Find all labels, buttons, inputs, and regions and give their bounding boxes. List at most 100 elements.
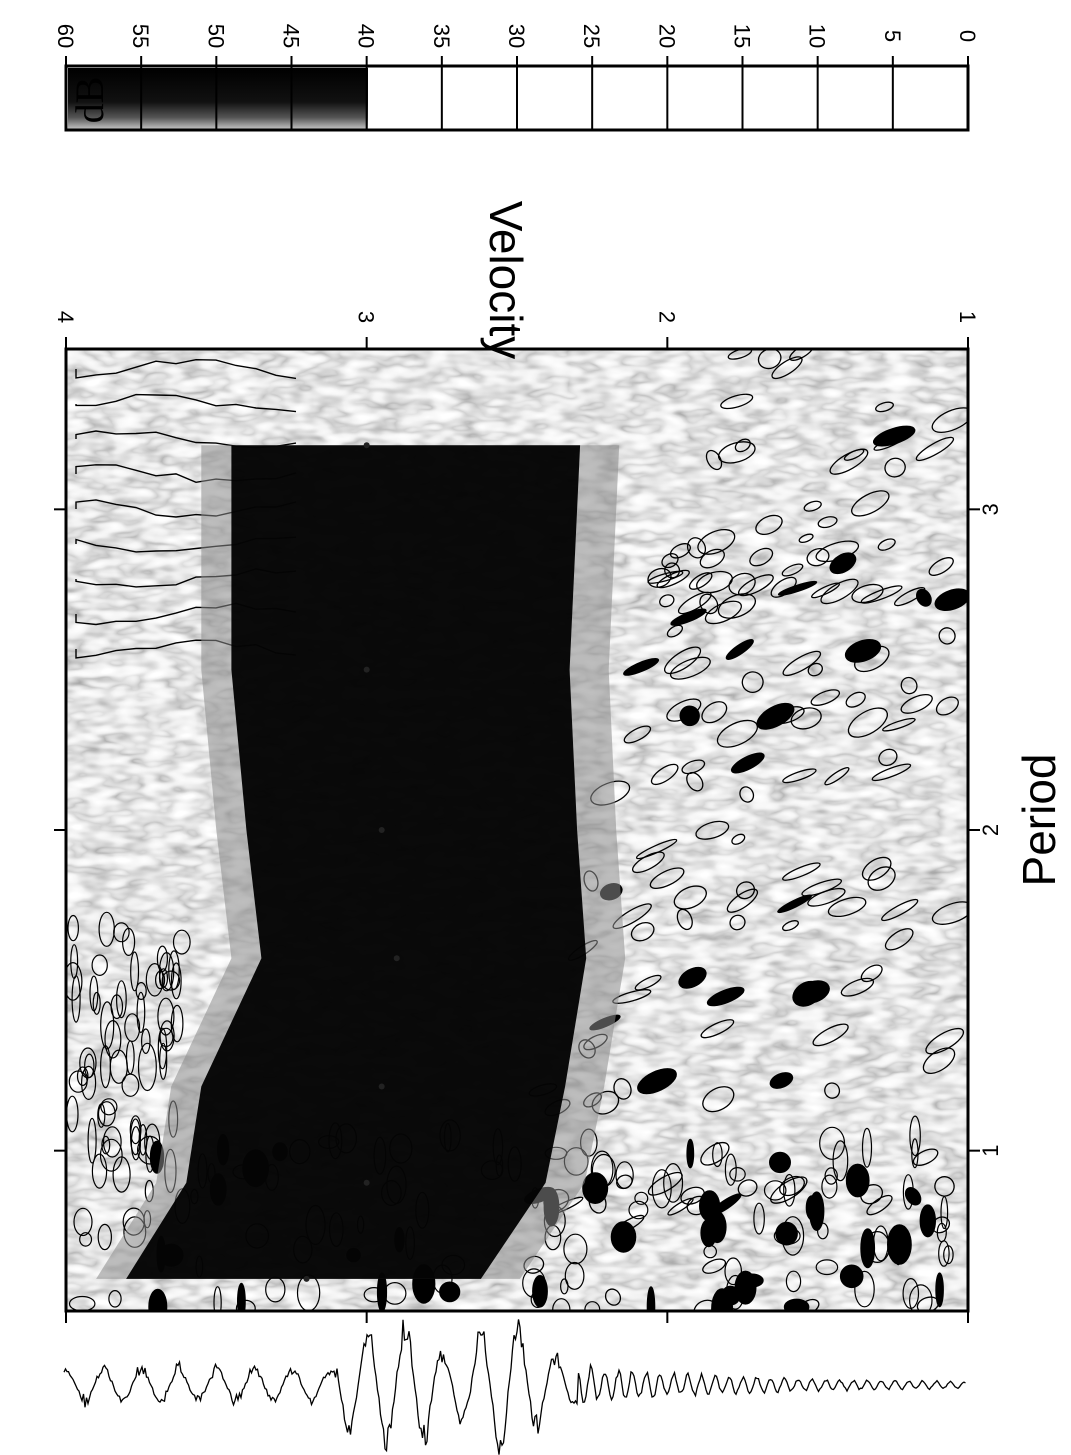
contour-loop bbox=[824, 1167, 838, 1185]
contour-loop bbox=[717, 441, 756, 464]
contour-loop bbox=[439, 1281, 461, 1303]
contour-loop bbox=[783, 1173, 796, 1207]
contour-loop bbox=[100, 1001, 115, 1050]
ridge-point bbox=[303, 1275, 310, 1282]
contour-loop bbox=[741, 671, 764, 693]
contour-loop bbox=[137, 1042, 157, 1092]
contour-loop bbox=[771, 706, 805, 725]
contour-loop bbox=[532, 1275, 548, 1308]
contour-loop bbox=[716, 719, 759, 748]
contour-loop bbox=[915, 436, 955, 462]
contour-loop bbox=[871, 763, 912, 782]
contour-loop bbox=[604, 1288, 622, 1306]
contour-loop bbox=[632, 851, 665, 874]
contour-loop bbox=[872, 425, 916, 447]
contour-loop bbox=[92, 991, 101, 1015]
contour-loop bbox=[867, 866, 896, 891]
contour-loop bbox=[809, 1191, 825, 1232]
contour-loop bbox=[806, 548, 830, 567]
contour-loop bbox=[916, 588, 932, 607]
contour-loop bbox=[925, 1027, 965, 1055]
contour-loop bbox=[811, 582, 840, 599]
contour-loop bbox=[912, 1148, 939, 1166]
contour-loop bbox=[785, 1270, 802, 1293]
contour-loop bbox=[663, 1162, 684, 1203]
contour-loop bbox=[717, 593, 757, 619]
contour-loop bbox=[157, 997, 175, 1036]
contour-loop bbox=[777, 894, 813, 914]
contour-loop bbox=[887, 1224, 912, 1265]
contour-loop bbox=[737, 1179, 758, 1197]
ridge-point bbox=[378, 827, 385, 833]
contour-loop bbox=[829, 448, 869, 475]
contour-loop bbox=[839, 1264, 864, 1289]
contour-loop bbox=[861, 856, 892, 881]
contour-loop bbox=[720, 393, 754, 410]
contour-loop bbox=[213, 1286, 222, 1311]
contour-loop bbox=[938, 1240, 950, 1267]
contour-loop bbox=[79, 1232, 93, 1247]
contour-loop bbox=[782, 650, 822, 677]
contour-loop bbox=[237, 1282, 246, 1311]
contour-loop bbox=[878, 748, 898, 767]
contour-loop bbox=[158, 1027, 174, 1048]
colorbar-tick-label: 5 bbox=[880, 30, 905, 42]
contour-loop bbox=[824, 766, 850, 786]
contour-loop bbox=[235, 1299, 256, 1311]
colorbar-tick-label: 60 bbox=[53, 24, 78, 48]
dispersion-energy-region bbox=[96, 445, 626, 1279]
colorbar-tick-label: 30 bbox=[504, 24, 529, 48]
colorbar-tick-label: 55 bbox=[128, 24, 153, 48]
period-tick-label: 3 bbox=[978, 503, 1003, 515]
contour-loop bbox=[664, 562, 681, 579]
contour-loop bbox=[935, 696, 959, 716]
contour-loop bbox=[66, 962, 83, 1001]
colorbar-tick-label: 25 bbox=[579, 24, 604, 48]
contour-loop bbox=[872, 1225, 889, 1262]
contour-loop bbox=[844, 639, 882, 663]
waveform-trace bbox=[63, 1319, 966, 1455]
contour-loop bbox=[798, 533, 814, 544]
colorbar-tick-label: 50 bbox=[203, 24, 228, 48]
contour-loop bbox=[530, 1290, 545, 1308]
contour-loop bbox=[582, 1172, 609, 1204]
contour-loop bbox=[145, 1135, 155, 1173]
contour-loop bbox=[87, 1117, 97, 1164]
contour-loop bbox=[935, 1272, 944, 1308]
contour-loop bbox=[803, 500, 822, 512]
contour-loop bbox=[124, 1013, 141, 1042]
contour-loop bbox=[829, 552, 857, 575]
contour-loop bbox=[773, 1226, 801, 1245]
contour-loop bbox=[851, 490, 890, 517]
contour-loop bbox=[781, 1216, 805, 1256]
contour-loop bbox=[770, 576, 797, 598]
contour-loop bbox=[702, 1258, 727, 1274]
contour-loop bbox=[817, 516, 838, 529]
contour-loop bbox=[647, 567, 672, 588]
contour-loop bbox=[698, 1190, 721, 1222]
contour-loop bbox=[695, 820, 730, 840]
contour-loop bbox=[725, 1274, 745, 1310]
contour-loop bbox=[144, 1123, 161, 1161]
contour-loop bbox=[136, 991, 146, 1034]
contour-loop bbox=[89, 975, 99, 1012]
contour-loop bbox=[909, 1115, 921, 1157]
contour-loop bbox=[877, 538, 896, 551]
colorbar-tick-label: 40 bbox=[354, 24, 379, 48]
colorbar: 0 5 10 15 20 25 30 35 40 45 50 55 60 dB bbox=[53, 24, 980, 132]
contour-loop bbox=[666, 624, 684, 638]
contour-loop bbox=[712, 1142, 723, 1168]
contour-loop bbox=[881, 898, 919, 922]
contour-loop bbox=[724, 1257, 742, 1286]
contour-loop bbox=[725, 639, 754, 660]
contour-loop bbox=[100, 1098, 118, 1116]
contour-loop bbox=[875, 401, 894, 413]
contour-loop bbox=[673, 885, 707, 910]
contour-loop bbox=[76, 1066, 89, 1086]
dispersion-ridge-points bbox=[303, 442, 400, 1282]
energy-region-core bbox=[126, 445, 587, 1279]
contour-loop bbox=[749, 547, 774, 567]
contour-loop bbox=[661, 553, 679, 569]
